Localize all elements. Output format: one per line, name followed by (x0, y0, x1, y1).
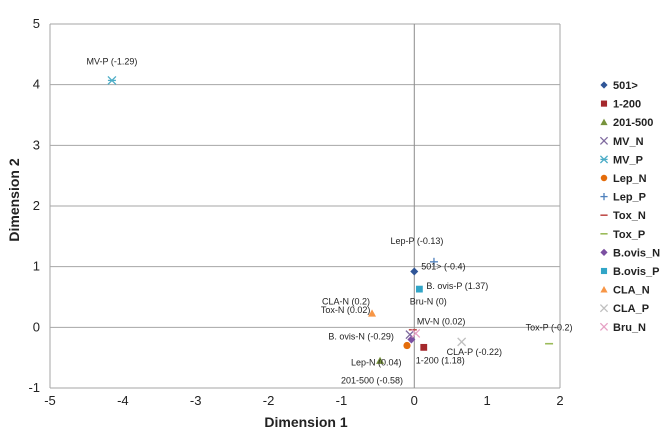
x-tick-label: 1 (484, 393, 491, 408)
legend-item: MV_P (599, 154, 643, 166)
x-tick-label: -1 (336, 393, 348, 408)
point-label: 1-200 (1.18) (416, 355, 465, 365)
point-label: CLA-P (-0.22) (447, 347, 502, 357)
legend-label: 1-200 (613, 99, 641, 111)
legend-item: 201-500 (600, 117, 653, 129)
point-label: Tox-P (-0.2) (526, 323, 573, 333)
point-b-ovis-n (407, 335, 416, 344)
legend-label: CLA_N (613, 285, 650, 297)
legend-label: Lep_P (613, 192, 646, 204)
legend-item: CLA_P (599, 303, 649, 315)
legend-label: 501> (613, 80, 638, 92)
x-tick-label: -3 (190, 393, 202, 408)
point-label: B. ovis-P (1.37) (426, 281, 488, 291)
y-tick-label: 0 (33, 319, 40, 334)
axes (49, 24, 561, 388)
point-1-200 (420, 343, 428, 351)
y-tick-label: 1 (33, 259, 40, 274)
y-axis-title: Dimension 2 (6, 158, 22, 241)
legend-item: Lep_P (600, 192, 646, 204)
legend-label: MV_P (613, 154, 643, 166)
data-points (107, 75, 554, 364)
y-tick-label: 3 (33, 137, 40, 152)
point-label: MV-N (0.02) (417, 317, 466, 327)
x-axis-title: Dimension 1 (264, 414, 347, 430)
legend-item: B.ovis_N (600, 247, 660, 259)
legend-item: Tox_N (600, 210, 646, 222)
point-mv-p (107, 75, 117, 85)
x-tick-label: 0 (411, 393, 418, 408)
y-tick-label: 5 (33, 16, 40, 31)
legend-label: Lep_N (613, 173, 647, 185)
point-lep-p (429, 257, 438, 266)
legend-label: B.ovis_P (613, 266, 659, 278)
point-label: CLA-N (0.2) (322, 296, 370, 306)
point-cla-p (457, 337, 467, 347)
point-201-500 (376, 356, 385, 364)
legend-label: B.ovis_N (613, 247, 660, 259)
x-tick-label: -4 (117, 393, 129, 408)
point-label: Tox-N (0.02) (321, 305, 371, 315)
tick-labels: -5 -4 -3 -2 -1 0 1 2 -1 0 1 2 3 4 5 (28, 16, 563, 408)
point-lep-n (403, 341, 411, 350)
legend-label: Tox_P (613, 229, 645, 241)
point-b-ovis-p (415, 285, 423, 293)
legend-item: CLA_N (600, 285, 650, 297)
y-tick-label: -1 (28, 380, 40, 395)
legend-item: MV_N (599, 136, 644, 148)
point-label: 201-500 (-0.58) (341, 376, 403, 386)
point-501- (410, 267, 419, 276)
x-tick-label: -5 (44, 393, 56, 408)
point-label: MV-P (-1.29) (86, 56, 137, 66)
legend-label: 201-500 (613, 117, 653, 129)
legend-item: Lep_N (600, 173, 647, 185)
legend-item: 501> (600, 80, 638, 92)
legend: 501> 1-200 201-500 MV_N MV_P Lep_N Lep_P Tox_N T… (599, 80, 660, 334)
point-bru-n (411, 328, 421, 338)
y-tick-label: 4 (33, 77, 40, 92)
point-annotations: 501> (-0.4) 1-200 (1.18) 201-500 (-0.58) MV… (86, 56, 572, 385)
point-label: 501> (-0.4) (421, 262, 465, 272)
point-label: Lep-N (0.04) (351, 358, 402, 368)
legend-item: Tox_P (600, 229, 645, 241)
legend-item: Bru_N (599, 322, 646, 334)
legend-item: B.ovis_P (600, 266, 659, 278)
x-tick-label: -2 (263, 393, 275, 408)
x-tick-label: 2 (556, 393, 563, 408)
point-label: Lep-P (-0.13) (391, 236, 444, 246)
legend-label: MV_N (613, 136, 644, 148)
point-label: B. ovis-N (-0.29) (328, 331, 394, 341)
legend-label: Tox_N (613, 210, 646, 222)
legend-item: 1-200 (600, 99, 641, 111)
grid (50, 23, 560, 389)
point-cla-n (368, 309, 377, 317)
point-label: Bru-N (0) (410, 296, 447, 306)
y-tick-label: 2 (33, 198, 40, 213)
legend-label: CLA_P (613, 303, 649, 315)
legend-label: Bru_N (613, 322, 646, 334)
